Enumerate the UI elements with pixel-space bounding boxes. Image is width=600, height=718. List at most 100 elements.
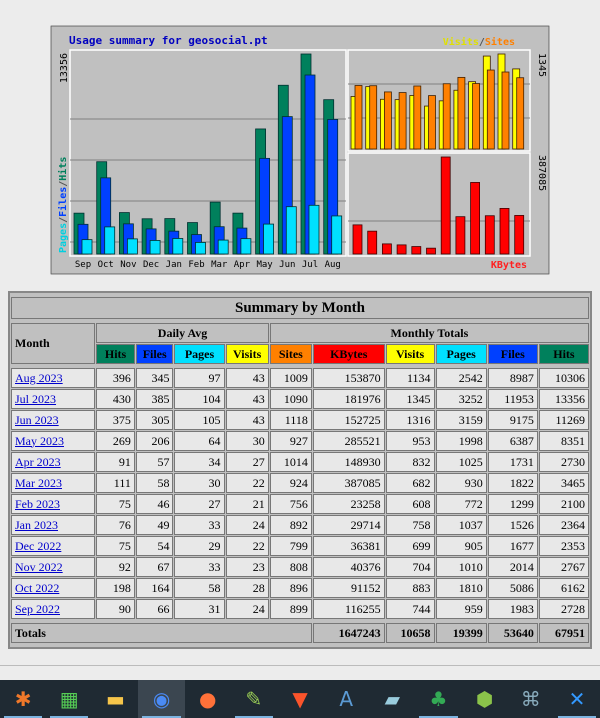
left-legend: Pages/Files/Hits — [57, 157, 69, 253]
taskbar-xampp-button[interactable]: ✱ — [0, 680, 46, 718]
taskbar-more-button[interactable]: ✕ — [554, 680, 600, 718]
cell-pages: 58 — [174, 578, 225, 598]
legend-sites: Sites — [485, 36, 515, 48]
cell-files: 57 — [135, 452, 174, 472]
total-value: 19399 — [435, 623, 487, 643]
month-link[interactable]: May 2023 — [15, 433, 64, 448]
bar-pages — [331, 215, 343, 255]
table-row: Jan 2023 76 49 33 24 892 29714 758 1037 1526 2364 — [11, 515, 589, 535]
bar-pages — [127, 238, 138, 255]
cell-pages: 930 — [435, 473, 487, 493]
cell-sites: 756 — [269, 494, 312, 514]
month-link[interactable]: Jul 2023 — [15, 391, 57, 406]
taskbar: ✱ ▦ ▬ ◉ ● ✎ ▼ A ▰ ♣ ⬢ ⌘ ✕ — [0, 680, 600, 718]
cell-files: 1677 — [487, 536, 538, 556]
column-header-pages: Pages — [174, 344, 225, 364]
taskbar-mysql-workbench-button[interactable]: ⌘ — [508, 680, 554, 718]
month-link[interactable]: Aug 2023 — [15, 370, 63, 385]
bar-sites — [501, 71, 510, 150]
max-kbytes-label: 387085 — [536, 155, 547, 191]
cell-files: 11953 — [487, 389, 538, 409]
table-row: Jul 2023 430 385 104 43 1090 181976 1345 3252 119… — [11, 389, 589, 409]
taskbar-color-app-button[interactable]: ▦ — [46, 680, 92, 718]
taskbar-notepad-plus-button[interactable]: ✎ — [231, 680, 277, 718]
taskbar-wordpad-button[interactable]: A — [323, 680, 369, 718]
cell-sites: 892 — [269, 515, 312, 535]
cell-files: 66 — [135, 599, 174, 619]
month-link[interactable]: Nov 2022 — [15, 559, 63, 574]
x-tick-label: May — [256, 260, 273, 270]
cell-hits: 269 — [96, 431, 135, 451]
totals-row: Totals 1647243 10658 19399 53640 67951 — [11, 623, 589, 643]
cell-visits: 28 — [225, 578, 269, 598]
cell-files: 345 — [135, 368, 174, 388]
cell-pages: 2542 — [435, 368, 487, 388]
legend-visits: Visits — [443, 36, 479, 48]
svg-text:Visits/Sites: Visits/Sites — [443, 36, 515, 48]
cell-visits: 24 — [225, 515, 269, 535]
cell-hits: 75 — [96, 536, 135, 556]
taskbar-brave-button[interactable]: ▼ — [277, 680, 323, 718]
cell-pages: 1810 — [435, 578, 487, 598]
cell-visits: 23 — [225, 557, 269, 577]
divider — [0, 665, 600, 666]
month-link[interactable]: Sep 2022 — [15, 601, 60, 616]
bar-pages — [308, 204, 320, 255]
taskbar-notepad-button[interactable]: ▰ — [369, 680, 415, 718]
bar-sites — [369, 85, 378, 150]
cell-sites: 799 — [269, 536, 312, 556]
taskbar-firefox-button[interactable]: ● — [185, 680, 231, 718]
monthly-totals-header: Monthly Totals — [269, 323, 589, 343]
cell-pages: 34 — [174, 452, 225, 472]
taskbar-cube-app-button[interactable]: ⬢ — [462, 680, 508, 718]
cell-files: 305 — [135, 410, 174, 430]
brave-icon: ▼ — [292, 687, 308, 711]
total-value: 67951 — [538, 623, 589, 643]
cell-pages: 64 — [174, 431, 225, 451]
cell-kbytes: 153870 — [312, 368, 385, 388]
x-tick-label: Apr — [234, 260, 251, 270]
total-value: 1647243 — [312, 623, 385, 643]
table-row: Aug 2023 396 345 97 43 1009 153870 1134 2542 8987… — [11, 368, 589, 388]
cell-visits: 832 — [385, 452, 435, 472]
table-row: Feb 2023 75 46 27 21 756 23258 608 772 1299 2100 — [11, 494, 589, 514]
month-link[interactable]: Oct 2022 — [15, 580, 60, 595]
taskbar-chrome-button[interactable]: ◉ — [138, 680, 185, 718]
file-explorer-icon: ▬ — [105, 687, 125, 711]
x-tick-label: Mar — [211, 260, 228, 270]
month-link[interactable]: Jun 2023 — [15, 412, 59, 427]
more-icon: ✕ — [568, 687, 586, 711]
column-header-sites: Sites — [269, 344, 312, 364]
cell-pages: 772 — [435, 494, 487, 514]
cell-pages: 30 — [174, 473, 225, 493]
cell-files: 8987 — [487, 368, 538, 388]
month-link[interactable]: Dec 2022 — [15, 538, 62, 553]
bar-sites — [457, 76, 466, 150]
taskbar-dragon-app-button[interactable]: ♣ — [415, 680, 461, 718]
cell-kbytes: 29714 — [312, 515, 385, 535]
bar-kbytes — [455, 216, 466, 255]
x-tick-label: Aug — [325, 260, 341, 270]
bar-pages — [149, 240, 161, 255]
color-app-icon: ▦ — [59, 687, 79, 711]
x-tick-label: Sep — [75, 260, 91, 270]
cell-visits: 1345 — [385, 389, 435, 409]
bar-pages — [195, 242, 206, 255]
taskbar-file-explorer-button[interactable]: ▬ — [92, 680, 138, 718]
bar-kbytes — [367, 230, 378, 255]
month-link[interactable]: Feb 2023 — [15, 496, 60, 511]
cell-visits: 24 — [225, 599, 269, 619]
cell-hits: 92 — [96, 557, 135, 577]
notepad-icon: ▰ — [384, 687, 401, 711]
cell-hits: 2767 — [538, 557, 589, 577]
cell-files: 1983 — [487, 599, 538, 619]
cell-hits: 430 — [96, 389, 135, 409]
cell-pages: 1010 — [435, 557, 487, 577]
x-tick-label: Jan — [166, 260, 182, 270]
cell-pages: 27 — [174, 494, 225, 514]
cell-pages: 31 — [174, 599, 225, 619]
month-link[interactable]: Mar 2023 — [15, 475, 62, 490]
month-link[interactable]: Apr 2023 — [15, 454, 61, 469]
xampp-icon: ✱ — [14, 687, 32, 711]
month-link[interactable]: Jan 2023 — [15, 517, 58, 532]
